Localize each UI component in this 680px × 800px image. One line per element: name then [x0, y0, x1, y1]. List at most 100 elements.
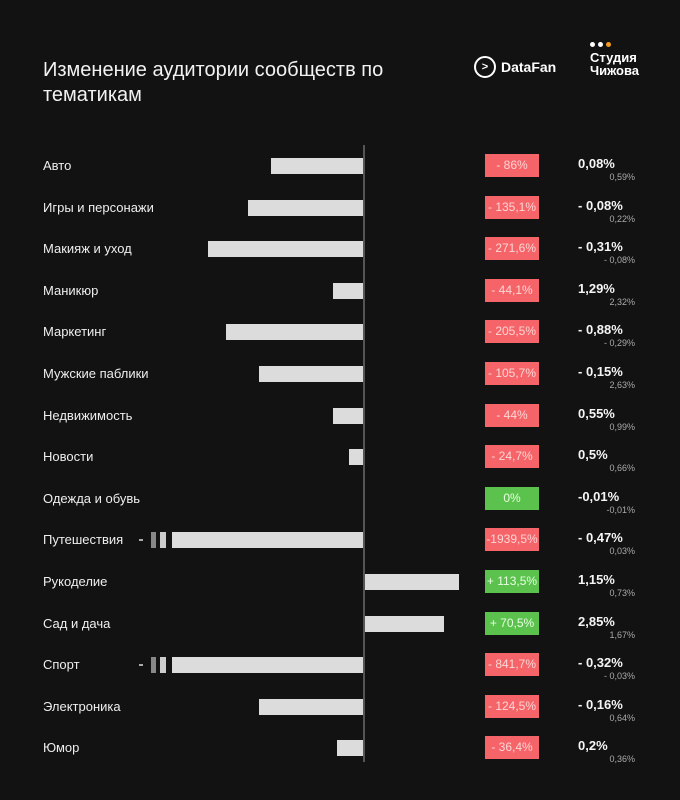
bar — [333, 407, 363, 424]
chart-row: Мужские паблики - 105,7% - 0,15% 2,63% — [0, 362, 680, 390]
category-label: Спорт — [43, 657, 80, 673]
secondary-small-value: 0,99% — [609, 421, 635, 432]
category-label: Игры и персонажи — [43, 199, 154, 215]
category-label: Новости — [43, 449, 94, 465]
secondary-small-value: 0,03% — [609, 546, 635, 557]
change-badge: - 24,7% — [485, 445, 539, 469]
chart-row: Игры и персонажи - 135,1% - 0,08% 0,22% — [0, 195, 680, 224]
change-badge: - 135,1% — [485, 195, 539, 219]
axis-break-mark — [151, 532, 156, 549]
secondary-small-value: 0,66% — [609, 463, 635, 474]
change-badge: -1939,5% — [485, 528, 539, 552]
category-label: Недвижимость — [43, 407, 133, 423]
secondary-small-value: 0,64% — [609, 712, 635, 723]
bar — [259, 698, 363, 715]
bar — [365, 615, 444, 632]
secondary-value: 0,55% — [578, 405, 615, 421]
chart-row: Недвижимость - 44% 0,55% 0,99% — [0, 403, 680, 432]
change-badge: 0% — [485, 486, 539, 510]
chart-row: Путешествия -1939,5% - 0,47% 0,03% — [0, 528, 680, 556]
category-label: Авто — [43, 158, 72, 173]
chart-row: Юмор - 36,4% 0,2% 0,36% — [0, 736, 680, 764]
secondary-small-value: 2,63% — [609, 380, 635, 390]
bar — [349, 449, 363, 466]
axis-break-mark — [160, 657, 166, 674]
chart-row: Электроника - 124,5% - 0,16% 0,64% — [0, 694, 680, 723]
chart-row: Макияж и уход - 271,6% - 0,31% - 0,08% — [0, 237, 680, 265]
datafan-text: DataFan — [501, 59, 557, 75]
secondary-value: 1,29% — [578, 280, 615, 296]
secondary-small-value: - 0,08% — [603, 255, 635, 266]
secondary-value: 2,85% — [578, 613, 615, 629]
axis-break-mark — [139, 539, 143, 542]
secondary-value: 1,15% — [578, 572, 615, 587]
change-badge: - 124,5% — [485, 694, 539, 718]
chart-row: Маникюр - 44,1% 1,29% 2,32% — [0, 278, 680, 307]
bar — [172, 657, 363, 674]
secondary-small-value: 0,36% — [609, 754, 635, 765]
chart-title: Изменение аудитории сообществ по тематик… — [43, 59, 384, 106]
bar — [365, 574, 459, 590]
secondary-value: 0,5% — [578, 447, 608, 463]
secondary-value: - 0,15% — [578, 364, 623, 379]
secondary-value: - 0,08% — [578, 197, 623, 213]
secondary-value: - 0,88% — [578, 322, 623, 338]
secondary-value: - 0,47% — [578, 530, 623, 546]
secondary-small-value: 0,22% — [609, 213, 635, 224]
chart-row: Новости - 24,7% 0,5% 0,66% — [0, 445, 680, 473]
zero-axis — [363, 145, 365, 762]
change-badge: + 113,5% — [485, 570, 539, 593]
change-badge: + 70,5% — [485, 611, 539, 635]
change-badge: - 36,4% — [485, 736, 539, 760]
datafan-logo: > DataFan — [474, 56, 556, 78]
category-label: Электроника — [43, 698, 121, 714]
chart-row: Одежда и обувь 0% -0,01% -0,01% — [0, 486, 680, 515]
datafan-icon: > — [474, 56, 496, 78]
bar — [248, 199, 363, 216]
bar — [208, 241, 363, 258]
secondary-small-value: 2,32% — [609, 296, 635, 307]
category-label: Мужские паблики — [43, 366, 149, 381]
category-label: Маникюр — [43, 282, 99, 298]
category-label: Макияж и уход — [43, 241, 132, 257]
category-label: Маркетинг — [43, 324, 107, 340]
chart-row: Маркетинг - 205,5% - 0,88% - 0,29% — [0, 320, 680, 348]
secondary-value: -0,01% — [578, 488, 620, 504]
change-badge: - 44,1% — [485, 278, 539, 302]
axis-break-mark — [151, 657, 156, 674]
chart-row: Авто - 86% 0,08% 0,59% — [0, 154, 680, 182]
category-label: Путешествия — [43, 532, 124, 548]
secondary-value: 0,08% — [578, 156, 615, 171]
change-badge: - 205,5% — [485, 320, 539, 344]
chart-row: Рукоделие + 113,5% 1,15% 0,73% — [0, 570, 680, 598]
bar — [259, 366, 363, 382]
bar — [337, 740, 363, 757]
change-badge: - 841,7% — [485, 653, 539, 677]
secondary-small-value: - 0,03% — [603, 671, 635, 682]
studio-logo: Студия Чижова — [590, 42, 645, 77]
bar — [226, 324, 363, 341]
change-badge: - 44% — [485, 403, 539, 427]
secondary-small-value: 1,67% — [609, 629, 635, 640]
category-label: Одежда и обувь — [43, 490, 141, 506]
category-label: Рукоделие — [43, 574, 108, 589]
secondary-small-value: 0,73% — [609, 588, 635, 598]
chart-row: Спорт - 841,7% - 0,32% - 0,03% — [0, 653, 680, 681]
bar — [172, 532, 363, 549]
chart-row: Сад и дача + 70,5% 2,85% 1,67% — [0, 611, 680, 640]
change-badge: - 271,6% — [485, 237, 539, 261]
secondary-small-value: -0,01% — [606, 504, 635, 515]
secondary-value: 0,2% — [578, 738, 608, 754]
studio-text: Студия Чижова — [590, 50, 640, 78]
bar — [271, 158, 363, 174]
secondary-value: - 0,16% — [578, 696, 623, 712]
change-badge: - 105,7% — [485, 362, 539, 385]
secondary-value: - 0,32% — [578, 655, 623, 671]
secondary-value: - 0,31% — [578, 239, 623, 255]
axis-break-mark — [160, 532, 166, 549]
secondary-small-value: 0,59% — [609, 172, 635, 182]
secondary-small-value: - 0,29% — [603, 338, 635, 349]
bar — [333, 282, 363, 299]
category-label: Юмор — [43, 740, 80, 756]
change-badge: - 86% — [485, 154, 539, 177]
